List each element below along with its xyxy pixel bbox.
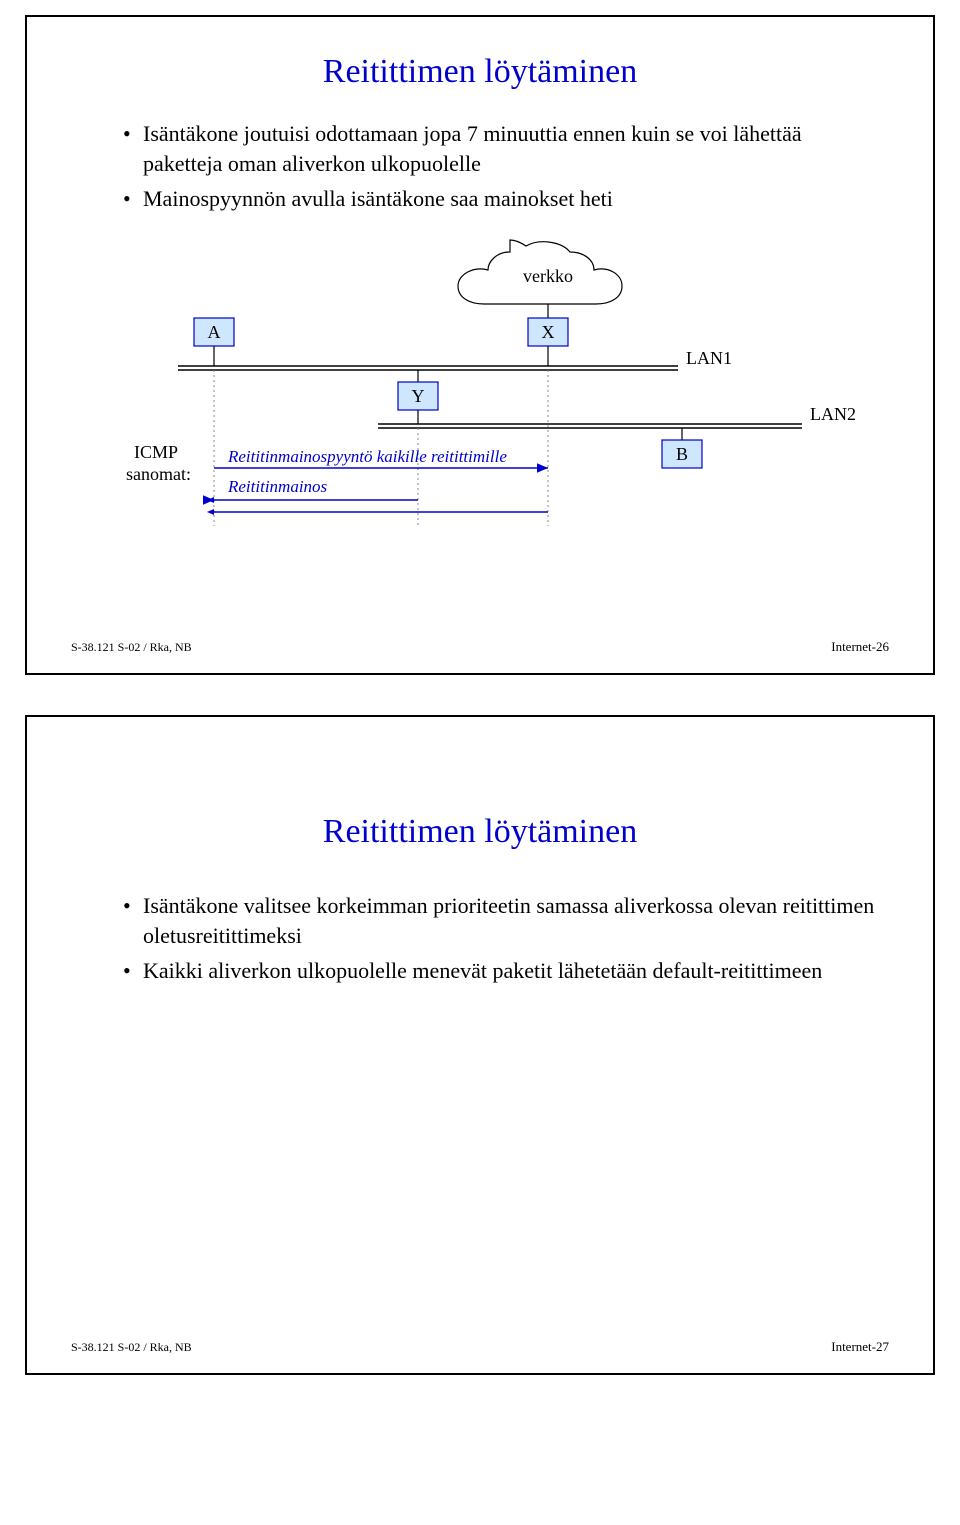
lan2-label: LAN2 <box>810 404 856 424</box>
bullet-item: Kaikki aliverkon ulkopuolelle menevät pa… <box>123 956 885 986</box>
icmp-label: ICMP <box>134 442 178 462</box>
bullet-item: Isäntäkone joutuisi odottamaan jopa 7 mi… <box>123 119 885 178</box>
footer-left: S-38.121 S-02 / Rka, NB <box>71 640 192 655</box>
svg-text:A: A <box>208 322 221 342</box>
slide-2: Reitittimen löytäminen Isäntäkone valits… <box>25 715 935 1375</box>
cloud-label: verkko <box>523 266 573 286</box>
msg-text: Reititinmainospyyntö kaikille reitittimi… <box>227 447 507 466</box>
lan1-label: LAN1 <box>686 348 732 368</box>
bullet-list: Isäntäkone joutuisi odottamaan jopa 7 mi… <box>83 119 885 214</box>
msg-text: Reititinmainos <box>227 477 328 496</box>
network-diagram: verkko A X LAN1 <box>90 234 870 534</box>
bullet-item: Mainospyynnön avulla isäntäkone saa main… <box>123 184 885 214</box>
cloud-icon: verkko <box>458 240 622 304</box>
slide-title: Reitittimen löytäminen <box>75 813 885 851</box>
node-a: A <box>194 318 234 346</box>
bullet-item: Isäntäkone valitsee korkeimman prioritee… <box>123 891 885 950</box>
slide-1: Reitittimen löytäminen Isäntäkone joutui… <box>25 15 935 675</box>
footer-right: Internet-26 <box>831 639 889 655</box>
node-y: Y <box>398 382 438 410</box>
footer-left: S-38.121 S-02 / Rka, NB <box>71 1340 192 1355</box>
node-b: B <box>662 440 702 468</box>
svg-text:B: B <box>676 444 688 464</box>
svg-text:X: X <box>542 322 555 342</box>
svg-text:Y: Y <box>412 386 425 406</box>
slide-title: Reitittimen löytäminen <box>75 53 885 91</box>
icmp-label-2: sanomat: <box>126 464 191 484</box>
bullet-list: Isäntäkone valitsee korkeimman prioritee… <box>83 891 885 986</box>
footer-right: Internet-27 <box>831 1339 889 1355</box>
node-x: X <box>528 318 568 346</box>
